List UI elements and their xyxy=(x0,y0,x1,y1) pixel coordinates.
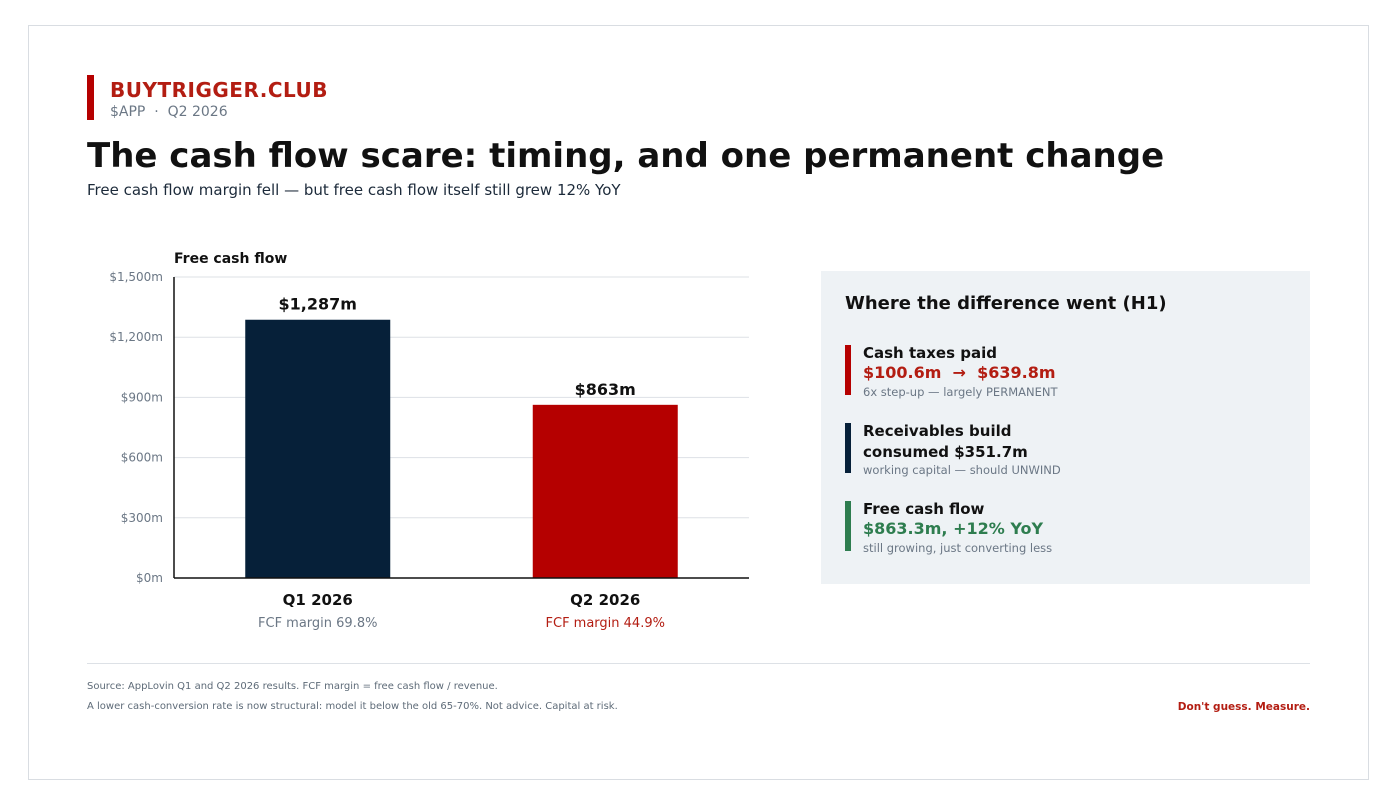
brand-name: BUYTRIGGER.CLUB xyxy=(110,78,329,102)
ticker-period: $APP · Q2 2026 xyxy=(110,104,228,120)
footer-divider xyxy=(87,663,1310,664)
fcf-bar-chart: Free cash flow $0m $300m $600m $900m $1,200m $… xyxy=(109,251,749,631)
difference-panel: Where the difference went (H1) Cash taxe… xyxy=(821,271,1310,584)
item-value: $100.6m → $639.8m xyxy=(863,363,1056,382)
x-tick-label: Q1 2026 xyxy=(283,591,353,609)
chart-title: Free cash flow xyxy=(174,251,287,267)
bar-value-label: $863m xyxy=(575,380,636,399)
page-title: The cash flow scare: timing, and one per… xyxy=(87,136,1165,176)
footer-source: Source: AppLovin Q1 and Q2 2026 results.… xyxy=(87,681,498,692)
x-tick-label: Q2 2026 xyxy=(570,591,640,609)
footer-tagline: Don't guess. Measure. xyxy=(1177,701,1310,713)
item-note: still growing, just converting less xyxy=(863,541,1053,555)
y-tick-label: $600m xyxy=(121,451,163,465)
panel-title: Where the difference went (H1) xyxy=(845,293,1167,314)
item-note: working capital — should UNWIND xyxy=(863,463,1061,477)
item-label: Free cash flow xyxy=(863,500,985,518)
y-tick-label: $0m xyxy=(136,571,163,585)
bar-value-label: $1,287m xyxy=(279,295,357,314)
y-tick-label: $1,500m xyxy=(109,270,163,284)
footer-disclaimer: A lower cash-conversion rate is now stru… xyxy=(87,701,618,712)
item-accent-bar xyxy=(845,423,851,473)
bar-sublabel: FCF margin 44.9% xyxy=(546,616,665,631)
page-subtitle: Free cash flow margin fell — but free ca… xyxy=(87,181,621,199)
item-accent-bar xyxy=(845,345,851,395)
brand-accent-bar xyxy=(87,75,94,120)
y-tick-label: $300m xyxy=(121,511,163,525)
bar xyxy=(245,319,391,578)
item-label: Receivables build consumed $351.7m xyxy=(863,422,1028,461)
item-value: $863.3m, +12% YoY xyxy=(863,519,1044,538)
y-tick-label: $1,200m xyxy=(109,330,163,344)
item-accent-bar xyxy=(845,501,851,551)
item-label: Cash taxes paid xyxy=(863,344,997,362)
y-tick-label: $900m xyxy=(121,390,163,404)
item-note: 6x step-up — largely PERMANENT xyxy=(863,385,1058,399)
bar-sublabel: FCF margin 69.8% xyxy=(258,616,377,631)
bar xyxy=(532,404,678,578)
